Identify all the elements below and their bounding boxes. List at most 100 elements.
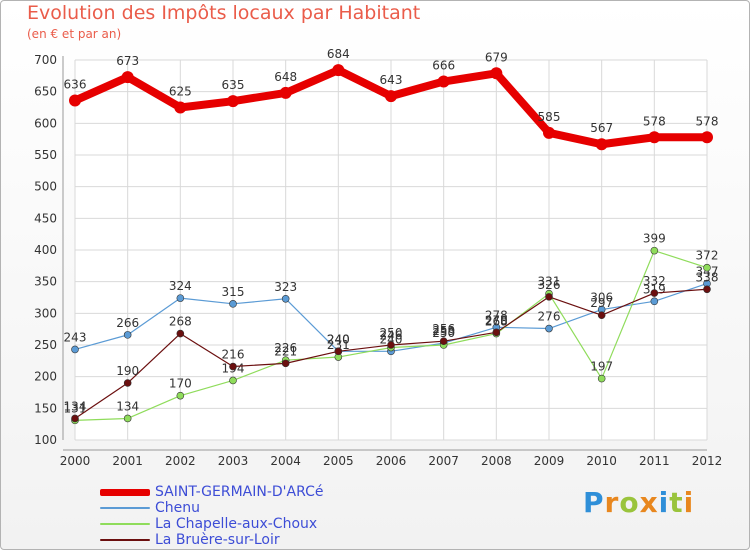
data-point: [650, 246, 659, 255]
data-point: [545, 293, 553, 301]
data-point: [176, 391, 185, 400]
data-point: [545, 324, 553, 333]
data-label: 625: [169, 85, 192, 99]
y-tick-label: 500: [34, 180, 57, 194]
data-label: 297: [590, 296, 613, 310]
y-tick-label: 450: [34, 211, 57, 225]
data-label: 243: [64, 330, 87, 344]
data-point: [71, 414, 79, 423]
data-point: [703, 285, 711, 294]
data-label: 170: [169, 377, 192, 391]
data-point: [279, 86, 292, 99]
data-point: [227, 95, 239, 108]
data-label: 240: [327, 332, 350, 346]
data-point: [334, 347, 343, 356]
legend-swatch: [100, 488, 150, 496]
proxiti-logo: Proxiti: [583, 486, 694, 519]
data-point: [650, 297, 659, 306]
x-tick-label: 2010: [586, 454, 617, 468]
data-point: [332, 64, 345, 77]
data-label: 648: [274, 70, 297, 84]
data-label: 256: [432, 322, 455, 336]
data-label: 315: [222, 285, 245, 299]
data-label: 673: [116, 54, 139, 68]
x-tick-label: 2006: [376, 454, 407, 468]
data-point: [281, 359, 290, 368]
data-point: [437, 75, 450, 88]
legend-label: La Bruère-sur-Loir: [155, 532, 280, 548]
data-label: 134: [64, 399, 87, 413]
legend-swatch: [100, 523, 150, 525]
y-tick-label: 700: [34, 53, 57, 67]
x-tick-label: 2007: [428, 454, 459, 468]
data-label: 578: [643, 114, 666, 128]
x-tick-label: 2002: [165, 454, 196, 468]
data-point: [69, 94, 81, 107]
data-label: 684: [327, 47, 350, 61]
data-point: [229, 300, 237, 308]
data-point: [490, 67, 503, 80]
legend-item: La Bruère-sur-Loir: [100, 532, 420, 548]
logo-letter: r: [604, 486, 620, 519]
x-tick-label: 2009: [534, 454, 565, 468]
chart-title: Evolution des Impôts locaux par Habitant: [27, 2, 421, 24]
legend-label: Chenu: [155, 500, 201, 516]
logo-letter: i: [683, 486, 695, 519]
data-label: 253: [432, 324, 455, 338]
data-point: [123, 379, 132, 387]
data-point: [650, 289, 659, 297]
y-tick-label: 150: [34, 401, 57, 415]
data-label: 636: [64, 78, 87, 92]
y-tick-label: 250: [34, 338, 57, 352]
data-point: [176, 329, 185, 338]
data-label: 240: [327, 332, 350, 346]
data-point: [121, 71, 134, 84]
y-tick-label: 200: [34, 370, 57, 384]
data-label: 221: [274, 344, 297, 358]
data-point: [439, 337, 448, 346]
y-tick-label: 350: [34, 275, 57, 289]
legend-item: SAINT-GERMAIN-D'ARCé: [100, 484, 420, 500]
data-point: [174, 101, 187, 114]
x-tick-label: 2004: [270, 454, 301, 468]
data-label: 635: [222, 78, 245, 92]
data-label: 324: [169, 279, 192, 293]
data-label: 276: [538, 310, 561, 324]
legend-item: La Chapelle-aux-Choux: [100, 516, 420, 532]
logo-letter: t: [669, 486, 684, 519]
data-point: [543, 126, 555, 139]
data-label: 278: [485, 308, 508, 322]
data-label: 372: [696, 249, 719, 263]
y-tick-label: 300: [34, 306, 57, 320]
logo-letter: o: [619, 486, 640, 519]
data-label: 585: [538, 110, 561, 124]
y-tick-label: 100: [34, 433, 57, 447]
data-point: [701, 131, 713, 144]
data-point: [123, 414, 132, 423]
data-point: [597, 311, 606, 320]
data-label: 270: [485, 313, 508, 327]
data-point: [123, 331, 132, 339]
data-label: 399: [643, 232, 666, 246]
legend-item: Chenu: [100, 500, 420, 516]
data-label: 134: [116, 399, 139, 413]
x-tick-label: 2011: [639, 454, 670, 468]
data-label: 326: [538, 278, 561, 292]
data-label: 331: [538, 275, 561, 289]
data-point: [595, 138, 608, 151]
data-point: [229, 362, 237, 371]
x-tick-label: 2005: [323, 454, 354, 468]
logo-letter: x: [639, 486, 659, 519]
data-label: 226: [274, 341, 297, 355]
logo-letter: P: [583, 486, 605, 519]
chart-subtitle: (en € et par an): [27, 27, 122, 41]
data-point: [229, 376, 237, 385]
data-label: 250: [380, 326, 403, 340]
data-label: 246: [380, 329, 403, 343]
legend-label: SAINT-GERMAIN-D'ARCé: [155, 484, 324, 500]
data-label: 250: [432, 326, 455, 340]
y-tick-label: 400: [34, 243, 57, 257]
y-tick-label: 600: [34, 116, 57, 130]
data-label: 190: [116, 364, 139, 378]
